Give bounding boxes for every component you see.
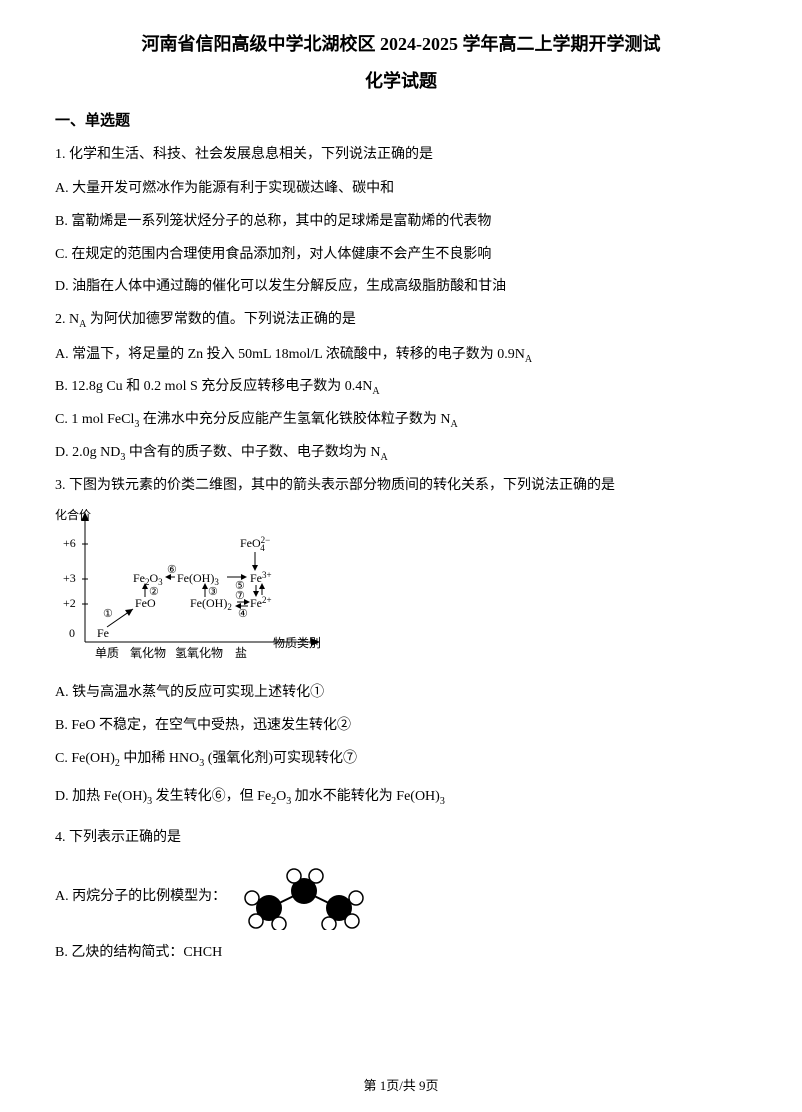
xtick-2: 氢氧化物	[175, 645, 223, 660]
node-feoh2: Fe(OH)2	[190, 596, 232, 612]
circle-3: ③	[208, 586, 218, 598]
propane-molecule-icon	[234, 866, 394, 930]
ytick-2: +2	[63, 596, 76, 610]
node-fe3plus: Fe3+	[250, 570, 272, 585]
node-feo4: FeO2−4	[240, 535, 270, 553]
q3-stem: 3. 下图为铁元素的价类二维图，其中的箭头表示部分物质间的转化关系，下列说法正确…	[55, 473, 747, 500]
q2-option-b: B. 12.8g Cu 和 0.2 mol S 充分反应转移电子数为 0.4NA	[55, 374, 747, 401]
q3-diagram-svg: 化合价 +6 +3 +2 0 Fe FeO Fe2O3 Fe(OH)2 Fe(O…	[55, 507, 355, 667]
q3-option-a: A. 铁与高温水蒸气的反应可实现上述转化①	[55, 680, 747, 707]
q1-stem: 1. 化学和生活、科技、社会发展息息相关，下列说法正确的是	[55, 142, 747, 169]
q2-c-before: C. 1 mol FeCl	[55, 412, 134, 427]
node-feoh3: Fe(OH)3	[177, 571, 219, 587]
circle-1: ①	[103, 608, 113, 620]
ytick-0: 0	[69, 626, 75, 640]
q2-stem-after: 为阿伏加德罗常数的值。下列说法正确的是	[86, 312, 356, 327]
q3-c-mid: 中加稀 HNO	[120, 751, 199, 766]
q4-option-b: B. 乙炔的结构简式：CHCH	[55, 940, 747, 967]
q2-option-a: A. 常温下，将足量的 Zn 投入 50mL 18mol/L 浓硫酸中，转移的电…	[55, 342, 747, 369]
q2-option-c: C. 1 mol FeCl3 在沸水中充分反应能产生氢氧化铁胶体粒子数为 NA	[55, 407, 747, 434]
circle-7: ⑦	[235, 590, 245, 602]
q3-option-d: D. 加热 Fe(OH)3 发生转化⑥，但 Fe2O3 加水不能转化为 Fe(O…	[55, 784, 747, 811]
q2-b-sub: A	[372, 386, 379, 397]
q2-option-d: D. 2.0g ND3 中含有的质子数、中子数、电子数均为 NA	[55, 440, 747, 467]
title-line-2: 化学试题	[55, 67, 747, 93]
y-label: 化合价	[55, 507, 91, 522]
q2-stem-before: 2. N	[55, 312, 79, 327]
q2-c-sub2: A	[450, 419, 457, 430]
q2-a-sub: A	[525, 353, 532, 364]
q3-diagram: 化合价 +6 +3 +2 0 Fe FeO Fe2O3 Fe(OH)2 Fe(O…	[55, 507, 747, 672]
q2-c-mid: 在沸水中充分反应能产生氢氧化铁胶体粒子数为 N	[139, 412, 450, 427]
xtick-1: 氧化物	[130, 646, 166, 660]
q2-d-before: D. 2.0g ND	[55, 445, 120, 460]
circle-4: ④	[238, 608, 248, 620]
page-footer: 第 1页/共 9页	[0, 1075, 802, 1094]
q3-d-mid3: 加水不能转化为 Fe(OH)	[291, 789, 440, 804]
q4-stem: 4. 下列表示正确的是	[55, 825, 747, 852]
q3-d-mid1: 发生转化⑥，但 Fe	[152, 789, 271, 804]
q3-d-mid2: O	[276, 789, 286, 804]
node-fe2plus: Fe2+	[250, 595, 272, 610]
node-fe: Fe	[97, 626, 109, 640]
q2-stem: 2. NA 为阿伏加德罗常数的值。下列说法正确的是	[55, 307, 747, 334]
q3-d-sub4: 3	[440, 796, 445, 807]
q1-option-a: A. 大量开发可燃冰作为能源有利于实现碳达峰、碳中和	[55, 176, 747, 203]
circle-6: ⑥	[167, 564, 177, 576]
q1-option-d: D. 油脂在人体中通过酶的催化可以发生分解反应，生成高级脂肪酸和甘油	[55, 274, 747, 301]
q3-c-before: C. Fe(OH)	[55, 751, 115, 766]
title-line-1: 河南省信阳高级中学北湖校区 2024-2025 学年高二上学期开学测试	[55, 30, 747, 59]
circle-2: ②	[149, 586, 159, 598]
q4-a-text: A. 丙烷分子的比例模型为：	[55, 884, 226, 911]
ytick-6: +6	[63, 536, 76, 550]
q3-option-c: C. Fe(OH)2 中加稀 HNO3 (强氧化剂)可实现转化⑦	[55, 746, 747, 773]
q3-d-before: D. 加热 Fe(OH)	[55, 789, 147, 804]
q1-option-c: C. 在规定的范围内合理使用食品添加剂，对人体健康不会产生不良影响	[55, 242, 747, 269]
node-fe2o3: Fe2O3	[133, 571, 163, 587]
q2-d-sub2: A	[380, 452, 387, 463]
q3-c-after: (强氧化剂)可实现转化⑦	[204, 751, 357, 766]
xtick-0: 单质	[95, 646, 119, 660]
xtick-3: 盐	[235, 646, 247, 660]
q2-a-before: A. 常温下，将足量的 Zn 投入 50mL 18mol/L 浓硫酸中，转移的电…	[55, 347, 525, 362]
q1-option-b: B. 富勒烯是一系列笼状烃分子的总称，其中的足球烯是富勒烯的代表物	[55, 209, 747, 236]
q2-b-before: B. 12.8g Cu 和 0.2 mol S 充分反应转移电子数为 0.4N	[55, 379, 372, 394]
node-feo: FeO	[135, 596, 156, 610]
x-label-end: 物质类别	[273, 636, 321, 650]
q3-option-b: B. FeO 不稳定，在空气中受热，迅速发生转化②	[55, 713, 747, 740]
ytick-3: +3	[63, 571, 76, 585]
q4-option-a: A. 丙烷分子的比例模型为：	[55, 866, 747, 930]
section-1-title: 一、单选题	[55, 109, 747, 130]
q2-d-mid: 中含有的质子数、中子数、电子数均为 N	[125, 445, 380, 460]
